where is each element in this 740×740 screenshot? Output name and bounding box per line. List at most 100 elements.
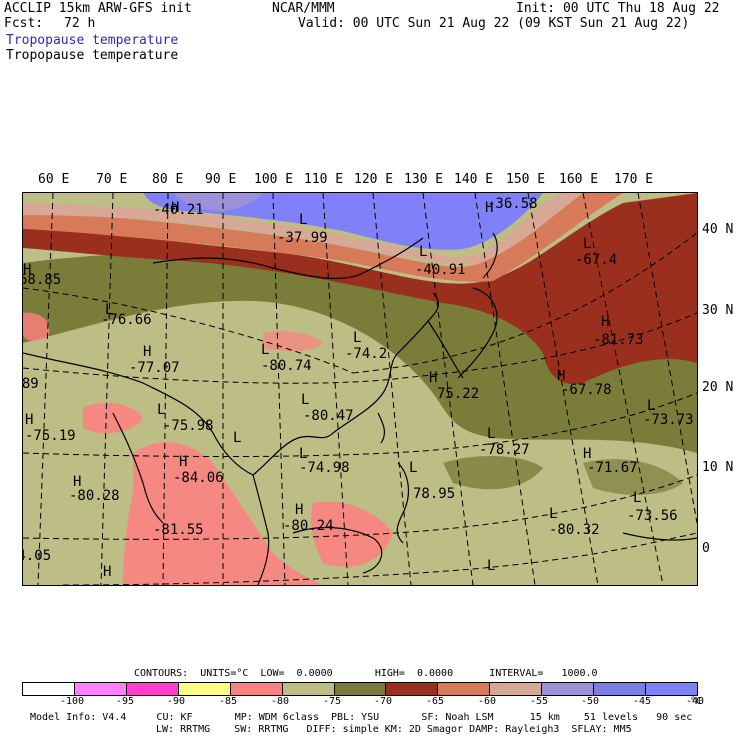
field-minus80-to-85 bbox=[83, 402, 143, 434]
legend-units: °C bbox=[690, 696, 703, 707]
high-marker: H bbox=[557, 368, 566, 384]
border-mongolia bbox=[152, 237, 424, 280]
lat-line-10 bbox=[23, 474, 697, 540]
color-legend-bar bbox=[22, 682, 698, 696]
extremum-value: -75.98 bbox=[163, 418, 214, 434]
lat-line-20 bbox=[23, 392, 697, 458]
extremum-value: -74.2 bbox=[345, 346, 388, 362]
coastline-borneo bbox=[292, 526, 383, 574]
center-label: NCAR/MMM bbox=[272, 1, 335, 16]
lat-label: 20 N bbox=[702, 380, 734, 395]
low-marker: L bbox=[409, 460, 418, 476]
high-marker: L bbox=[299, 446, 308, 462]
high-marker: H bbox=[23, 262, 32, 278]
high-marker: H bbox=[601, 314, 610, 330]
extremum-value: -73.56 bbox=[627, 508, 678, 524]
coastline-japan bbox=[457, 287, 498, 379]
lat-line-0 bbox=[62, 532, 697, 585]
extremum-value: -80.47 bbox=[303, 408, 354, 424]
legend-swatch bbox=[594, 683, 647, 695]
coastline-philippines bbox=[396, 462, 410, 544]
extremum-value: -73.73 bbox=[643, 412, 694, 428]
low-marker: L bbox=[105, 302, 114, 318]
model-info-line2: LW: RRTMG SW: RRTMG DIFF: simple KM: 2D … bbox=[156, 724, 632, 735]
lon-label: 80 E bbox=[152, 172, 184, 187]
high-marker: H bbox=[25, 412, 34, 428]
low-marker: L bbox=[487, 426, 496, 442]
lon-line bbox=[162, 193, 169, 585]
model-info-line1: Model Info: V4.4 CU: KF MP: WDM 6class P… bbox=[30, 712, 693, 723]
coastline-india bbox=[112, 412, 164, 524]
extremum-value: -80.74 bbox=[261, 358, 312, 374]
lon-line bbox=[322, 193, 349, 585]
extremum-value: -80.32 bbox=[549, 522, 600, 538]
low-marker: L bbox=[549, 506, 558, 522]
low-marker: L bbox=[301, 392, 310, 408]
extremum-value: 68.85 bbox=[22, 272, 62, 288]
high-marker: H bbox=[171, 200, 180, 216]
lon-line bbox=[422, 193, 474, 585]
high-marker: H bbox=[73, 474, 82, 490]
lat-label: 30 N bbox=[702, 303, 734, 318]
lon-line bbox=[582, 193, 664, 585]
lon-label: 140 E bbox=[454, 172, 494, 187]
lon-label: 160 E bbox=[559, 172, 599, 187]
extremum-value: -78.27 bbox=[479, 442, 530, 458]
legend-swatch bbox=[23, 683, 75, 695]
field-minus70-to-75 bbox=[583, 459, 683, 495]
legend-swatch bbox=[282, 683, 335, 695]
lon-label: 90 E bbox=[205, 172, 237, 187]
contours-info: CONTOURS: UNITS=°C LOW= 0.0000 HIGH= 0.0… bbox=[134, 668, 598, 679]
map-panel[interactable]: H L H L H L L H L H L H H L L L H L L L … bbox=[22, 192, 698, 586]
extremum-value: -40.91 bbox=[415, 262, 466, 278]
field-minus40-to-45 bbox=[143, 193, 543, 250]
high-marker: H bbox=[103, 564, 112, 580]
extremum-value: -76.66 bbox=[101, 312, 152, 328]
field-minus80-to-85 bbox=[23, 312, 50, 341]
legend-tick: -45 bbox=[633, 696, 652, 707]
extremum-value: -80.24 bbox=[283, 518, 334, 534]
coastline-taiwan bbox=[377, 412, 386, 444]
extremum-value: -84.06 bbox=[173, 470, 224, 486]
legend-tick: -60 bbox=[478, 696, 497, 707]
init-time: Init: 00 UTC Thu 18 Aug 22 bbox=[516, 1, 720, 16]
coastline-sakhalin bbox=[482, 232, 498, 279]
lat-label: 0 bbox=[702, 541, 710, 556]
lon-label: 120 E bbox=[354, 172, 394, 187]
field-minus65-to-70 bbox=[23, 193, 697, 385]
legend-tick: -55 bbox=[530, 696, 549, 707]
lon-line bbox=[372, 193, 412, 585]
legend-tick: -50 bbox=[581, 696, 600, 707]
legend-swatch bbox=[490, 683, 543, 695]
lon-label: 100 E bbox=[254, 172, 294, 187]
legend-swatch bbox=[178, 683, 231, 695]
field-minus60-to-65 bbox=[23, 193, 623, 282]
legend-tick: -95 bbox=[116, 696, 135, 707]
field-minus50-to-55 bbox=[173, 193, 263, 211]
extremum-value: -81.73 bbox=[593, 332, 644, 348]
lon-line bbox=[272, 193, 286, 585]
legend-swatch bbox=[74, 683, 127, 695]
lon-label: 60 E bbox=[38, 172, 70, 187]
coastline-indochina bbox=[252, 474, 270, 585]
lon-line bbox=[637, 193, 697, 524]
fcst-label: Fcst: bbox=[4, 16, 44, 31]
lon-label: 130 E bbox=[404, 172, 444, 187]
valid-time: Valid: 00 UTC Sun 21 Aug 22 (09 KST Sun … bbox=[298, 16, 690, 31]
extremum-value: -36.58 bbox=[487, 196, 538, 212]
lon-line bbox=[37, 193, 54, 585]
legend-tick: -80 bbox=[271, 696, 290, 707]
extremum-value: -74.98 bbox=[299, 460, 350, 476]
field-minus80-to-85 bbox=[311, 501, 393, 567]
low-marker: L bbox=[233, 430, 242, 446]
legend-tick: -75 bbox=[323, 696, 342, 707]
legend-swatch bbox=[126, 683, 179, 695]
extremum-value: 74.05 bbox=[23, 548, 52, 564]
low-marker: L bbox=[157, 402, 166, 418]
extremum-value: -71.67 bbox=[587, 460, 638, 476]
field-title-shaded: Tropopause temperature bbox=[6, 33, 179, 48]
low-marker: L bbox=[647, 398, 656, 414]
field-minus70-to-75 bbox=[443, 456, 543, 490]
extremum-value: -80.28 bbox=[69, 488, 120, 504]
low-marker: L bbox=[353, 330, 362, 346]
